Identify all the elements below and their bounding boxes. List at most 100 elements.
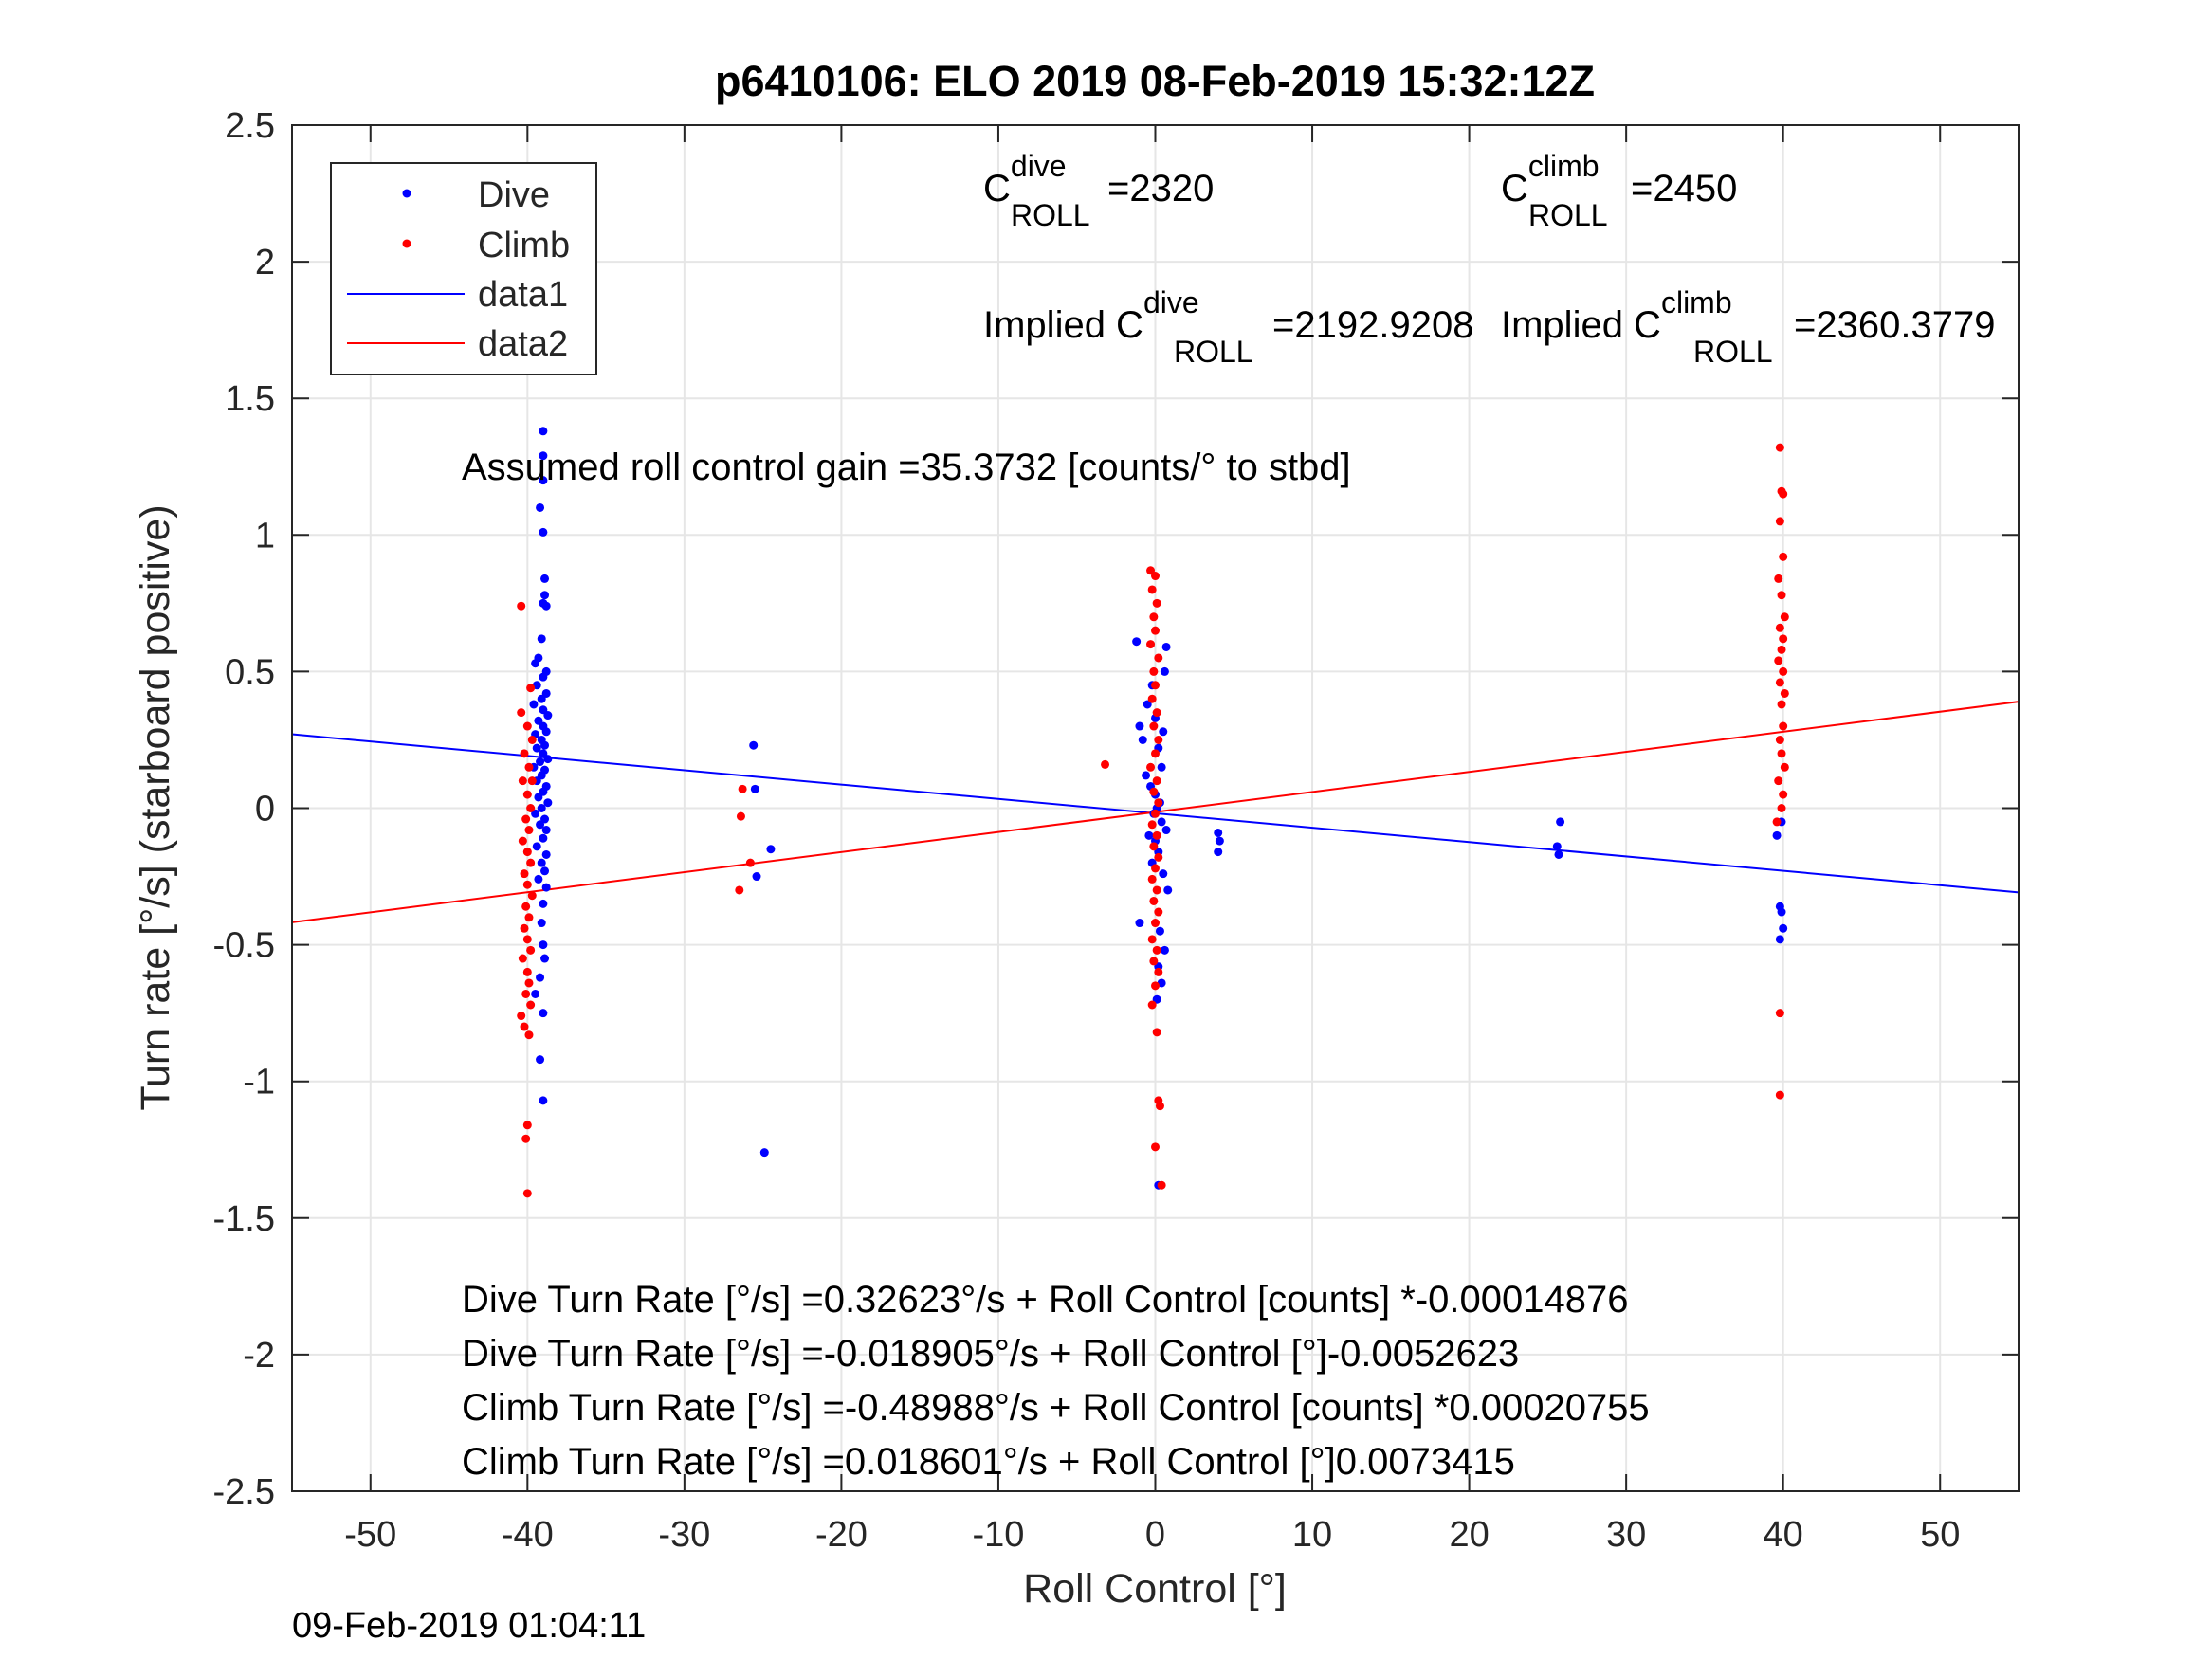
climb-point [1779,721,1788,731]
x-tick-label: -40 [502,1515,554,1555]
dive-point [1144,830,1154,840]
dive-point [540,591,550,600]
climb-point [1154,852,1163,862]
dive-point [541,727,551,737]
climb-point [524,826,534,835]
climb-point [1147,1000,1157,1010]
climb-point [1779,489,1788,499]
climb-point [1780,688,1789,698]
dive-point [539,451,548,461]
climb-point [524,1030,534,1040]
climb-point [526,1000,536,1010]
climb-point [1774,776,1783,786]
climb-point [1775,443,1784,452]
x-tick-label: -20 [815,1515,868,1555]
dive-point [534,793,543,802]
dive-point [539,899,548,908]
dive-point [541,883,551,892]
climb-point [1772,817,1782,827]
dive-point [531,989,540,998]
dive-point [1160,666,1169,676]
x-tick-labels: -50 -40 -30 -20 -10 0 10 20 30 40 50 [344,1515,1960,1555]
x-tick-label: 30 [1606,1515,1646,1555]
climb-point [1149,666,1159,676]
climb-point [1779,634,1788,644]
x-tick-label: -50 [344,1515,396,1555]
climb-point [526,804,536,812]
series-climb [517,443,1789,1198]
dive-point [532,743,541,753]
climb-point [521,989,531,998]
climb-point [520,869,529,879]
climb-point [1151,572,1160,581]
climb-point [1151,864,1160,873]
dive-point [759,1148,769,1158]
y-tick-labels: 2.5 2 1.5 1 0.5 0 -0.5 -1 -1.5 -2 -2.5 [213,106,275,1512]
y-tick-label: 1.5 [225,379,275,419]
dive-point [1775,935,1784,944]
climb-point [526,858,536,867]
climb-point [1149,896,1159,905]
dive-point [534,874,543,884]
equation-dive-counts: Dive Turn Rate [°/s] =0.32623°/s + Roll … [462,1279,1628,1321]
y-tick-label: 1 [255,516,275,556]
y-tick-label: 0.5 [225,652,275,692]
dive-point [539,672,548,682]
climb-point [1152,945,1161,955]
climb-point [1775,1009,1784,1018]
climb-point [517,601,526,611]
climb-point [522,1121,532,1130]
climb-point [1777,804,1786,812]
gain-annotation: Assumed roll control gain =35.3732 [coun… [462,447,1351,488]
climb-point [1147,935,1157,944]
y-tick-label: -0.5 [213,926,275,966]
climb-point [522,967,532,976]
dive-point [1215,836,1224,846]
dive-point [536,973,545,982]
climb-point [1146,762,1156,772]
dive-point [537,858,546,867]
climb-point [524,762,534,772]
dive-point [1214,848,1223,857]
climb-point [1154,735,1163,744]
dive-point [1159,869,1168,879]
climb-point [1151,681,1160,690]
climb-point [1149,787,1159,796]
y-tick-label: -2.5 [213,1472,275,1512]
climb-point [527,735,537,744]
dive-point [541,601,551,611]
dive-point [1135,721,1144,731]
dive-point [531,659,540,668]
climb-point [1151,626,1160,635]
x-tick-label: 0 [1145,1515,1165,1555]
climb-point [1154,907,1163,917]
climb-point [522,848,532,857]
dive-point [532,842,541,851]
plot-area [291,427,2020,1198]
climb-point [1779,666,1788,676]
dive-point [1155,926,1164,936]
climb-point [1152,776,1161,786]
dive-point [1161,642,1171,651]
climb-point [1779,790,1788,799]
dive-point [537,634,546,644]
climb-point [521,814,531,824]
dive-point [1135,919,1144,928]
climb-point [1149,842,1159,851]
climb-point [524,978,534,988]
dive-point [1132,637,1142,647]
climb-point [524,913,534,922]
climb-point [526,684,536,693]
legend-box [330,162,597,375]
equation-dive-degrees: Dive Turn Rate [°/s] =-0.018905°/s + Rol… [462,1333,1519,1375]
climb-point [735,885,744,895]
dive-point [529,700,539,709]
y-tick-label: 2.5 [225,106,275,146]
dive-point [1159,727,1168,737]
dive-point [536,820,545,830]
climb-point [738,784,747,793]
c-climb-annotation: Cclimb ROLL=2450 [1501,149,1737,232]
dive-point [541,826,551,835]
climb-point [1157,1180,1166,1190]
